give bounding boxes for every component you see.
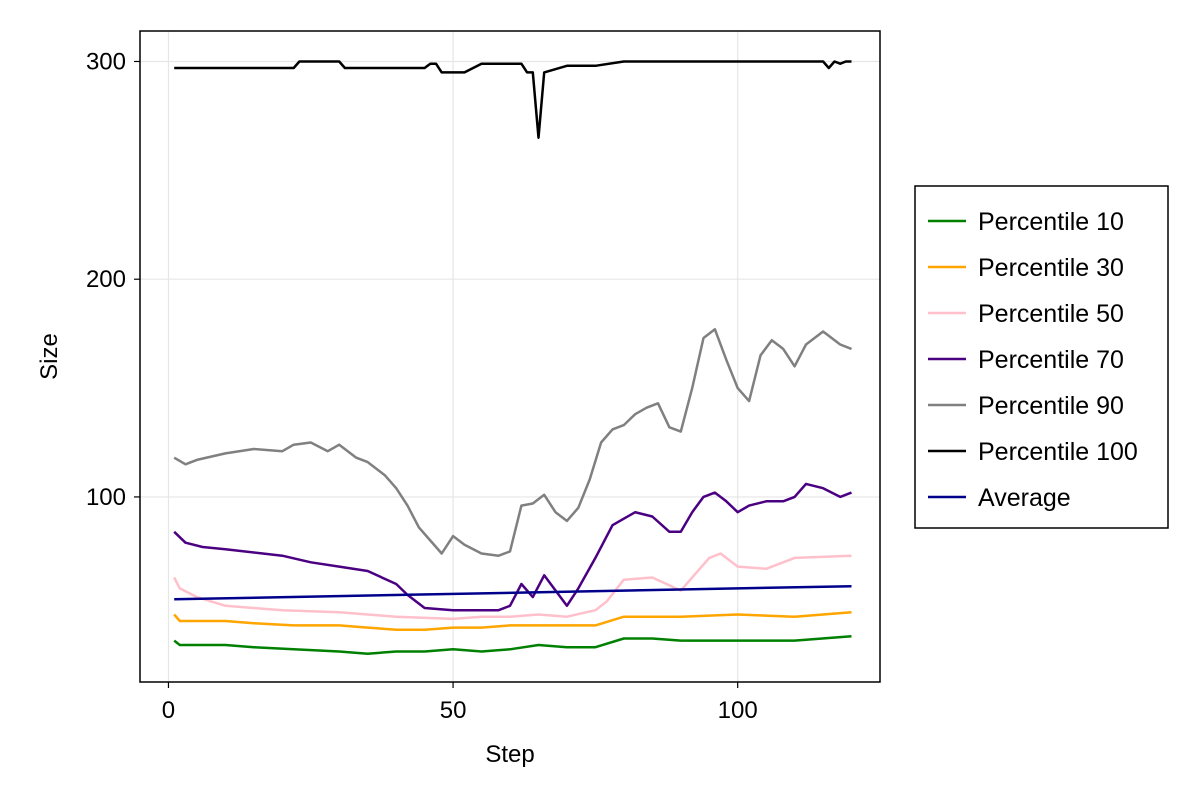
x-tick-label: 100 — [718, 697, 758, 724]
x-tick-label: 50 — [440, 697, 467, 724]
series-line-average — [174, 584, 852, 601]
series-line-percentile-10 — [173, 635, 852, 655]
legend-label: Percentile 100 — [978, 438, 1138, 466]
y-tick-label: 100 — [86, 484, 126, 511]
series-lines — [173, 60, 852, 655]
series-line-percentile-90 — [173, 328, 852, 557]
legend-label: Average — [978, 484, 1071, 512]
y-tick-label: 200 — [86, 266, 126, 293]
x-tick-label: 0 — [162, 697, 175, 724]
x-axis-label: Step — [485, 741, 534, 768]
y-tick-label: 300 — [86, 48, 126, 75]
legend-label: Percentile 10 — [978, 208, 1124, 236]
y-axis-label: Size — [36, 333, 63, 380]
legend-label: Percentile 90 — [978, 392, 1124, 420]
legend-box — [914, 185, 1169, 529]
legend-label: Percentile 70 — [978, 346, 1124, 374]
series-line-percentile-30 — [173, 611, 852, 631]
plot-frame — [139, 30, 881, 683]
legend-label: Percentile 30 — [978, 254, 1124, 282]
legend-label: Percentile 50 — [978, 300, 1124, 328]
series-line-percentile-50 — [173, 552, 852, 621]
grid — [140, 31, 880, 682]
legend: Percentile 10 Percentile 30 Percentile 50 P… — [914, 185, 1169, 529]
series-line-percentile-100 — [174, 60, 852, 139]
axis-ticks: 0 50 100 100 200 300 — [86, 48, 758, 724]
series-line-percentile-70 — [173, 482, 852, 612]
